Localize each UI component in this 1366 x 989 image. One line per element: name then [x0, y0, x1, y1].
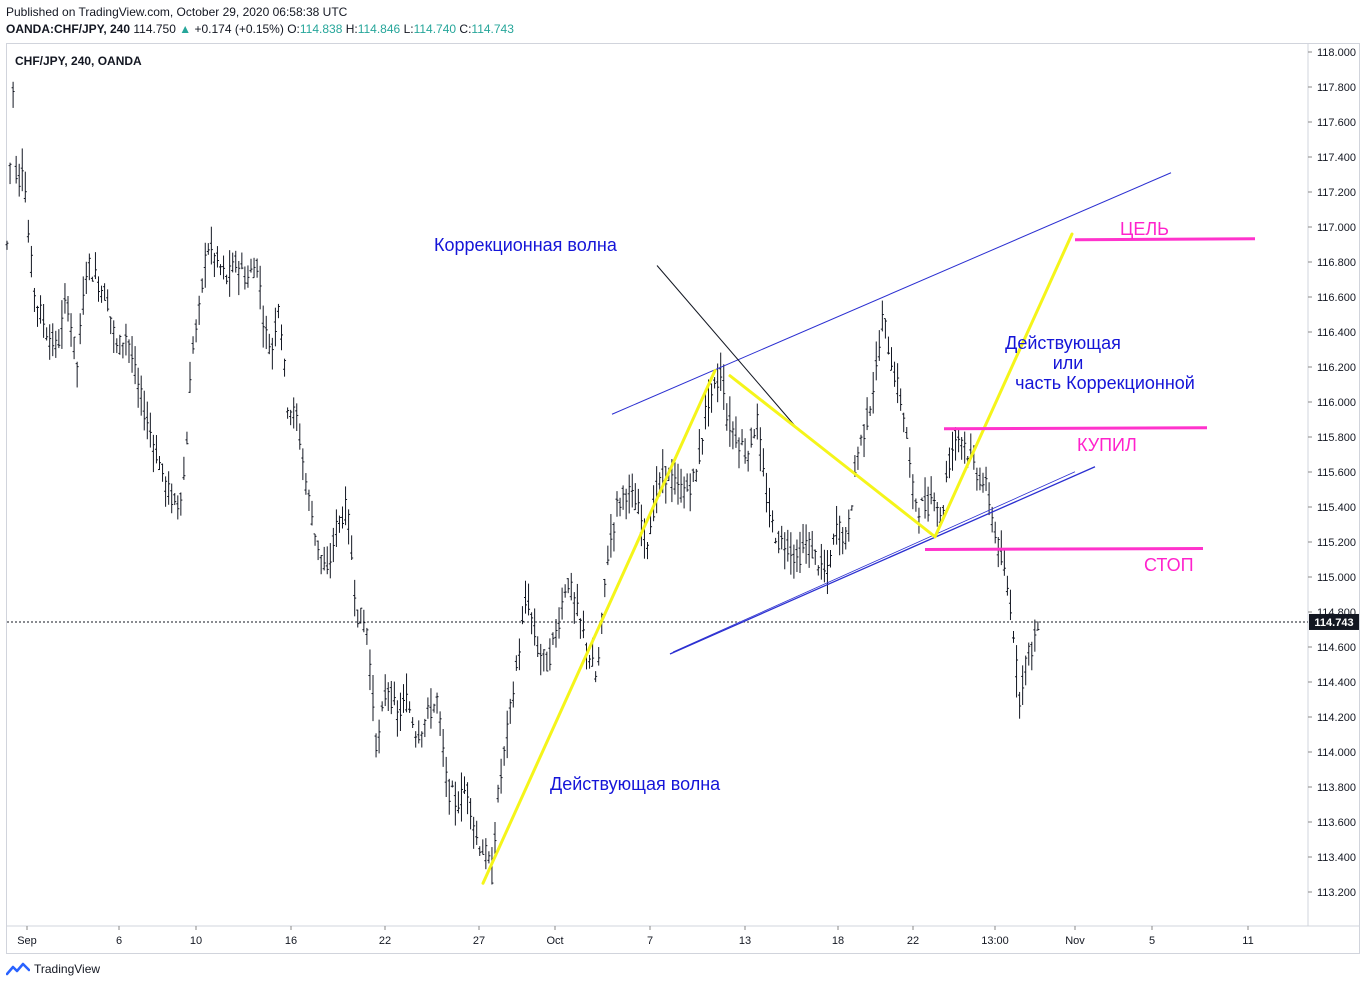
y-tick-label: 117.400 — [1317, 152, 1356, 164]
y-tick-label: 116.000 — [1317, 397, 1356, 409]
y-tick-label: 116.800 — [1317, 257, 1356, 269]
channel-lower-line — [669, 466, 1096, 655]
current-price-tag — [1309, 613, 1359, 630]
x-tick-label: 22 — [907, 935, 919, 947]
low-value: 114.740 — [413, 22, 457, 36]
x-tick-label: 6 — [116, 935, 122, 947]
x-tick-label: 11 — [1242, 935, 1253, 947]
y-tick-label: 115.000 — [1317, 572, 1356, 584]
y-tick-label: 114.200 — [1317, 712, 1356, 724]
wave-correction-line — [728, 374, 937, 539]
level-line-stop — [924, 547, 1204, 551]
change-value: +0.174 (+0.15%) — [194, 22, 284, 36]
close-label: C: — [459, 22, 472, 36]
x-tick-label: 5 — [1149, 935, 1155, 947]
y-tick-label: 115.800 — [1317, 432, 1356, 444]
close-value: 114.743 — [471, 22, 514, 36]
callout-line — [656, 265, 798, 429]
annotation-label: или — [1053, 353, 1084, 373]
annotation-label: КУПИЛ — [1077, 435, 1137, 455]
y-tick-label: 115.400 — [1317, 502, 1356, 514]
wave-projection-line — [933, 232, 1074, 539]
y-tick-label: 115.600 — [1317, 467, 1356, 479]
x-tick-label: 18 — [832, 935, 844, 947]
x-tick-label: 27 — [473, 935, 485, 947]
last-price: 114.750 — [133, 22, 176, 36]
annotation-label: Коррекционная волна — [434, 235, 618, 255]
x-tick-label: Sep — [17, 935, 37, 947]
footer-brand[interactable]: TradingView — [34, 962, 101, 976]
annotation-label: часть Коррекционной — [1015, 373, 1195, 393]
y-tick-label: 116.200 — [1317, 362, 1356, 374]
y-tick-label: 117.200 — [1317, 187, 1356, 199]
x-tick-label: 7 — [647, 935, 653, 947]
open-label: O: — [287, 22, 300, 36]
x-tick-label: Oct — [546, 935, 563, 947]
channel-upper-line — [611, 172, 1172, 415]
x-tick-label: 16 — [285, 935, 297, 947]
y-tick-label: 118.000 — [1317, 47, 1356, 59]
y-tick-label: 114.600 — [1317, 642, 1356, 654]
chart-title: CHF/JPY, 240, OANDA — [15, 54, 142, 68]
x-tick-label: 22 — [379, 935, 391, 947]
y-tick-label: 113.600 — [1317, 817, 1356, 829]
current-price-label: 114.743 — [1314, 617, 1353, 629]
y-tick-label: 117.600 — [1317, 117, 1356, 129]
annotation-label: ЦЕЛЬ — [1120, 219, 1169, 239]
y-tick-label: 114.000 — [1317, 747, 1356, 759]
footer: TradingView — [6, 962, 100, 976]
annotation-label: Действующая волна — [550, 774, 721, 794]
annotation-label: СТОП — [1144, 555, 1194, 575]
y-tick-label: 113.800 — [1317, 782, 1356, 794]
open-value: 114.838 — [299, 22, 343, 36]
x-tick-label: 13:00 — [981, 935, 1009, 947]
channel-lower-line-2 — [672, 471, 1076, 653]
symbol-info-line: OANDA:CHF/JPY, 240 114.750 ▲ +0.174 (+0.… — [6, 22, 514, 36]
y-tick-label: 117.800 — [1317, 82, 1356, 94]
y-tick-label: 113.400 — [1317, 852, 1356, 864]
level-line-buy — [943, 426, 1208, 431]
y-tick-label: 113.200 — [1317, 887, 1356, 899]
wave-impulse-line — [481, 369, 717, 885]
high-value: 114.846 — [357, 22, 401, 36]
y-tick-label: 116.600 — [1317, 292, 1356, 304]
y-tick-label: 117.000 — [1317, 222, 1356, 234]
published-line: Published on TradingView.com, October 29… — [6, 5, 348, 19]
level-line-target — [1074, 237, 1256, 242]
tradingview-logo-icon[interactable] — [6, 962, 30, 976]
change-arrow-icon: ▲ — [179, 22, 192, 36]
x-tick-label: 13 — [739, 935, 751, 947]
chart-frame[interactable] — [6, 43, 1360, 954]
x-tick-label: 10 — [190, 935, 202, 947]
annotation-label: Действующая — [1005, 333, 1121, 353]
y-tick-label: 116.400 — [1317, 327, 1356, 339]
x-tick-label: Nov — [1065, 935, 1085, 947]
high-label: H: — [345, 22, 358, 36]
low-label: L: — [403, 22, 414, 36]
y-tick-label: 115.200 — [1317, 537, 1356, 549]
symbol-name[interactable]: OANDA:CHF/JPY, 240 — [6, 22, 131, 36]
y-tick-label: 114.400 — [1317, 677, 1356, 689]
